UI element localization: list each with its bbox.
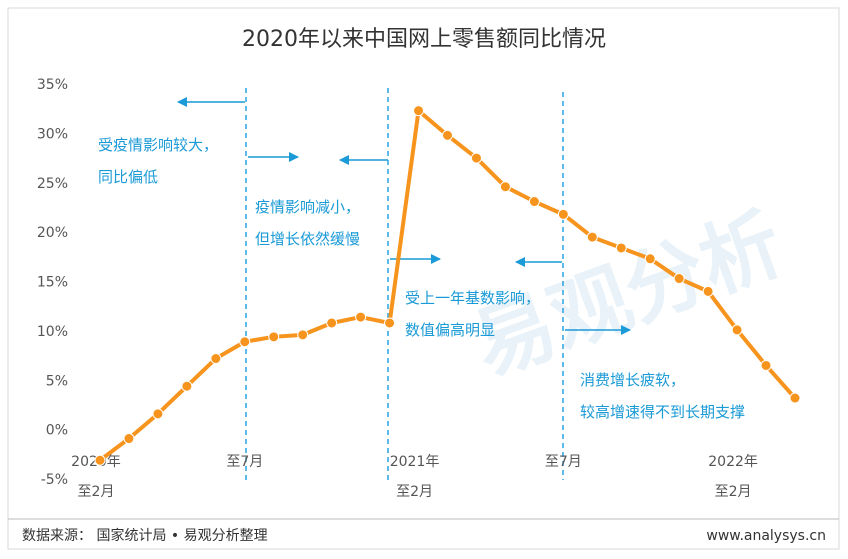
point [297, 329, 309, 341]
point [760, 359, 772, 371]
point [557, 208, 569, 220]
y-tick-label: 0% [46, 423, 68, 439]
point [673, 273, 685, 285]
y-tick-label: 20% [37, 225, 68, 241]
y-tick-label: -5% [41, 472, 68, 488]
annotation: 受疫情影响较大，同比偏低 [98, 136, 218, 186]
annotation: 疫情影响减小，但增长依然缓慢 [255, 198, 360, 248]
point [152, 408, 164, 420]
y-tick-label: 10% [37, 324, 68, 340]
point [615, 242, 627, 254]
y-tick-label: 25% [37, 176, 68, 192]
arrows [177, 97, 631, 335]
point [181, 380, 193, 392]
x-tick-label: 至7月 [545, 454, 582, 470]
point [499, 181, 511, 193]
y-tick-label: 15% [37, 275, 68, 291]
point [442, 129, 453, 141]
point [355, 311, 367, 323]
point [702, 285, 714, 297]
x-tick-label: 2021年至2月 [390, 454, 440, 500]
source: 数据来源： 国家统计局 • 易观分析整理 [22, 527, 268, 544]
point [413, 105, 425, 117]
point [731, 324, 743, 336]
y-tick-label: 35% [37, 77, 68, 93]
annotation: 消费增长疲软，较高增速得不到长期支撑 [580, 371, 745, 421]
dividers [245, 88, 564, 480]
y-tick-label: 5% [46, 373, 68, 389]
point [268, 331, 280, 343]
point [384, 317, 396, 329]
point [789, 392, 801, 404]
point [528, 196, 540, 208]
x-tick-label: 2022年至2月 [708, 454, 758, 500]
point [123, 433, 135, 445]
point [239, 336, 251, 348]
x-tick-label: 至7月 [226, 454, 263, 470]
website: www.analysys.cn [706, 528, 826, 544]
point [586, 231, 598, 243]
point [94, 454, 106, 466]
chart-title: 2020年以来中国网上零售额同比情况 [242, 27, 606, 52]
y-tick-label: 30% [37, 126, 68, 142]
frame [7, 7, 840, 550]
annotation: 受上一年基数影响，数值偏高明显 [405, 289, 540, 339]
point [326, 317, 338, 329]
point [644, 253, 656, 265]
point [470, 152, 482, 164]
point [210, 353, 222, 365]
